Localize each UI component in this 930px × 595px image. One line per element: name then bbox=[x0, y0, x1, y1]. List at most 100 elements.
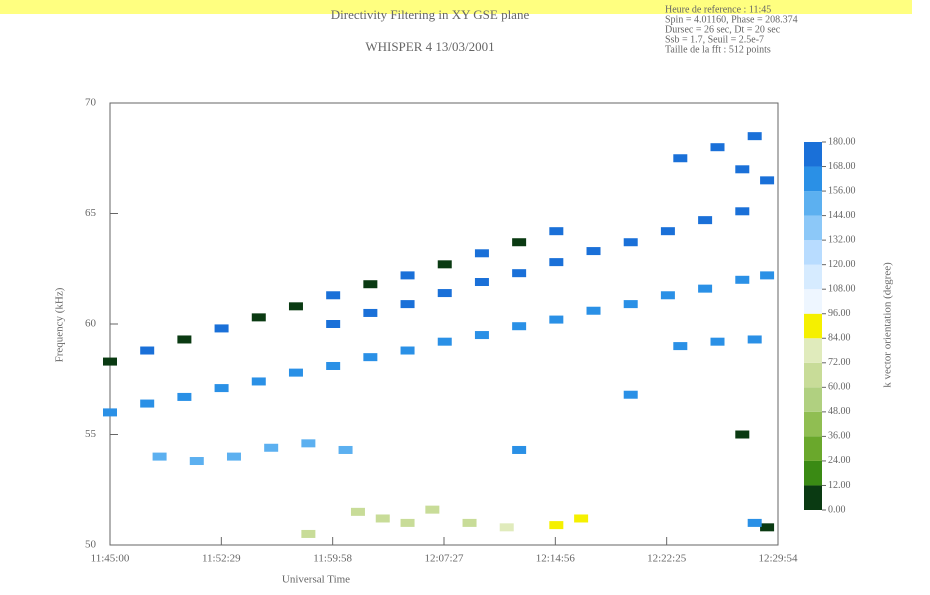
info-line: Dursec = 26 sec, Dt = 20 sec bbox=[665, 24, 781, 35]
heat-cell bbox=[140, 399, 155, 408]
colorbar-swatch bbox=[804, 362, 822, 388]
heat-cell bbox=[152, 452, 167, 461]
heat-cell bbox=[326, 361, 341, 370]
x-tick-label: 12:29:54 bbox=[758, 553, 798, 565]
info-line: Spin = 4.01160, Phase = 208.374 bbox=[665, 14, 798, 25]
heat-cell bbox=[103, 408, 117, 417]
colorbar-tick-label: 144.00 bbox=[828, 210, 856, 221]
heat-cell bbox=[474, 331, 489, 340]
colorbar-tick-label: 180.00 bbox=[828, 136, 856, 147]
heat-cell bbox=[226, 452, 241, 461]
heat-cell bbox=[512, 445, 527, 454]
top-strip bbox=[0, 0, 912, 14]
heat-cell bbox=[512, 238, 527, 247]
heat-cell bbox=[586, 306, 601, 315]
colorbar-swatch bbox=[804, 215, 822, 241]
heat-cell bbox=[760, 523, 775, 532]
heat-cell bbox=[214, 324, 229, 333]
heat-cell bbox=[251, 377, 266, 386]
heat-cell bbox=[698, 284, 713, 293]
heat-cell bbox=[214, 384, 229, 393]
heat-cell bbox=[338, 445, 353, 454]
heat-cell bbox=[574, 514, 589, 523]
heat-cell bbox=[760, 176, 775, 185]
colorbar-swatch bbox=[804, 191, 822, 216]
heat-cell bbox=[698, 216, 713, 225]
heat-cell bbox=[326, 291, 341, 300]
heat-cell bbox=[747, 132, 762, 141]
heat-cell bbox=[710, 143, 725, 152]
colorbar-swatch bbox=[804, 485, 822, 510]
heat-cell bbox=[623, 300, 638, 309]
chart-subtitle: WHISPER 4 13/03/2001 bbox=[365, 39, 494, 54]
x-tick-label: 12:14:56 bbox=[536, 553, 576, 565]
heat-cell bbox=[747, 518, 762, 527]
x-tick-label: 11:45:00 bbox=[91, 553, 130, 565]
colorbar-swatch bbox=[804, 264, 822, 290]
y-tick-label: 70 bbox=[85, 97, 97, 109]
colorbar-swatch bbox=[804, 166, 822, 192]
heat-cell bbox=[301, 529, 316, 538]
heat-cell bbox=[549, 315, 564, 324]
colorbar-swatch bbox=[804, 460, 822, 486]
colorbar-swatch bbox=[804, 313, 822, 339]
heat-cell bbox=[425, 505, 440, 514]
heat-cell bbox=[735, 207, 750, 216]
y-tick-label: 50 bbox=[85, 539, 97, 551]
x-tick-label: 12:07:27 bbox=[424, 553, 464, 565]
colorbar-tick-label: 96.00 bbox=[828, 308, 851, 319]
heat-cell bbox=[710, 337, 725, 346]
info-line: Ssb = 1.7, Seuil = 2.5e-7 bbox=[665, 34, 764, 45]
x-tick-label: 11:52:29 bbox=[202, 553, 241, 565]
colorbar-tick-label: 156.00 bbox=[828, 185, 856, 196]
x-tick-label: 12:22:25 bbox=[647, 553, 687, 565]
heat-cell bbox=[512, 269, 527, 278]
heat-cell bbox=[177, 335, 192, 344]
heat-cell bbox=[747, 335, 762, 344]
heat-cell bbox=[251, 313, 266, 322]
heat-cell bbox=[512, 322, 527, 331]
plot-frame bbox=[109, 102, 779, 546]
heat-cell bbox=[400, 346, 415, 355]
x-axis-label: Universal Time bbox=[282, 574, 350, 586]
info-line: Heure de reference : 11:45 bbox=[665, 4, 771, 15]
heat-cell bbox=[623, 238, 638, 247]
heat-cell bbox=[437, 289, 452, 298]
heat-cell bbox=[326, 320, 341, 328]
colorbar-swatch bbox=[804, 289, 822, 314]
heat-cell bbox=[350, 507, 365, 516]
colorbar-tick-label: 60.00 bbox=[828, 382, 851, 393]
heat-cell bbox=[437, 337, 452, 346]
heat-cell bbox=[623, 390, 638, 399]
heat-cell bbox=[400, 518, 415, 527]
heat-cell bbox=[103, 357, 117, 366]
heat-cell bbox=[363, 280, 378, 289]
heat-cell bbox=[288, 368, 303, 377]
colorbar-swatch bbox=[804, 338, 822, 363]
y-axis-label: Frequency (kHz) bbox=[54, 287, 66, 362]
colorbar-tick-label: 108.00 bbox=[828, 283, 856, 294]
heat-cell bbox=[499, 523, 514, 532]
y-tick-label: 60 bbox=[85, 318, 97, 330]
colorbar-swatch bbox=[804, 387, 822, 412]
heat-cell bbox=[437, 260, 452, 269]
colorbar-tick-label: 24.00 bbox=[828, 455, 851, 466]
heat-cell bbox=[549, 227, 564, 236]
colorbar-swatch bbox=[804, 142, 822, 167]
heat-cell bbox=[400, 300, 415, 309]
chart-title: Directivity Filtering in XY GSE plane bbox=[331, 7, 530, 22]
y-tick-label: 55 bbox=[85, 428, 97, 440]
heat-cell bbox=[549, 258, 564, 267]
info-line: Taille de la fft : 512 points bbox=[665, 44, 771, 55]
heat-cell bbox=[735, 430, 750, 439]
heat-cell bbox=[673, 342, 688, 351]
heat-cell bbox=[363, 353, 378, 362]
heat-cell bbox=[177, 392, 192, 401]
colorbar-tick-label: 84.00 bbox=[828, 333, 851, 344]
colorbar-label: k vector orientation (degree) bbox=[882, 262, 894, 388]
heat-cell bbox=[474, 278, 489, 287]
heat-cell bbox=[673, 154, 688, 163]
heat-cell bbox=[288, 302, 303, 311]
colorbar-tick-label: 0.00 bbox=[828, 504, 846, 515]
y-tick-label: 65 bbox=[85, 207, 97, 219]
